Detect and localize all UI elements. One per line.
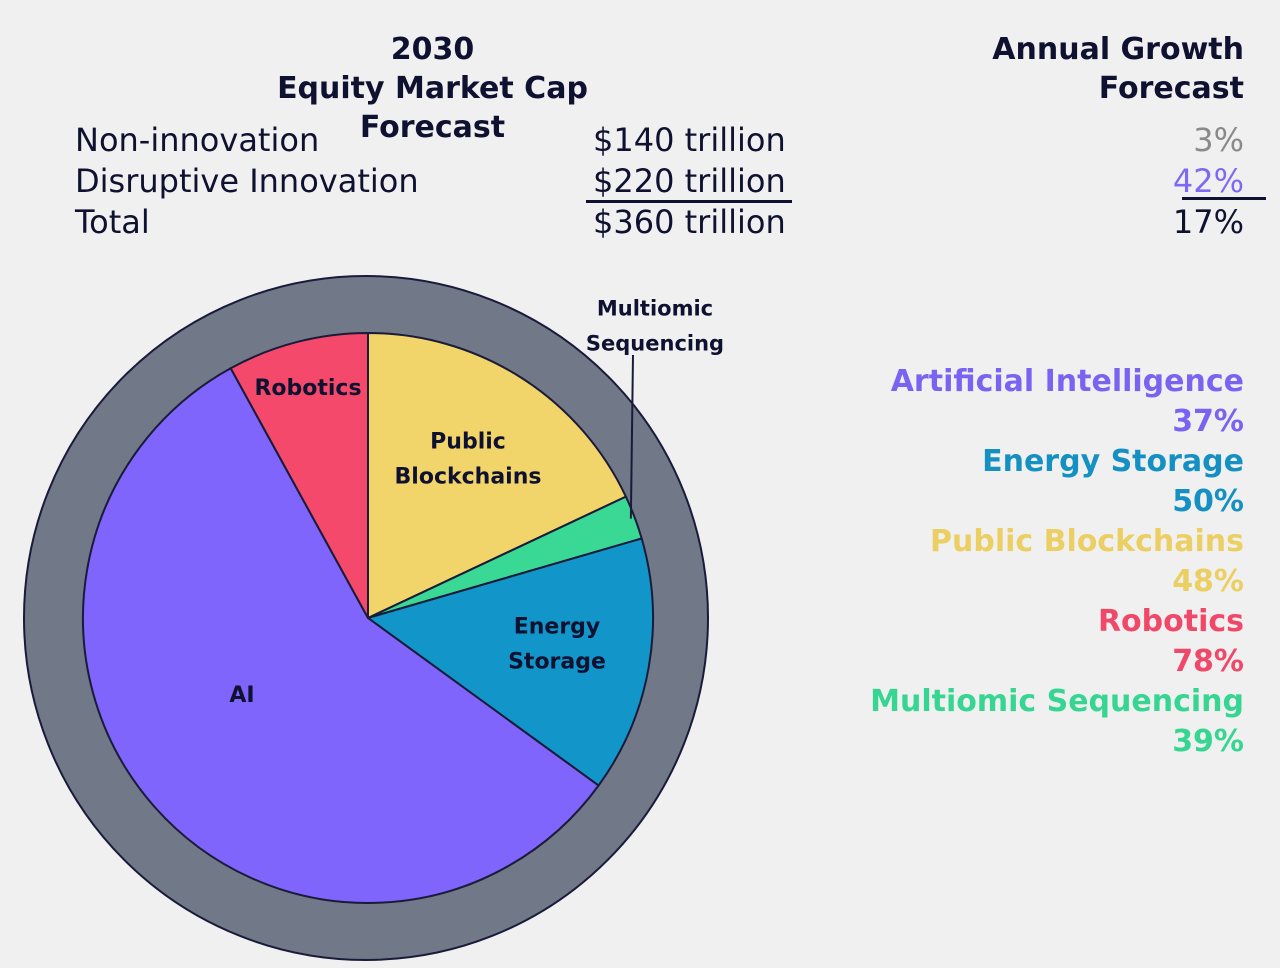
legend-item-ai: Artificial Intelligence 37% [840,362,1244,442]
pie-slice-ai [82,366,600,904]
row-growth-total: 17% [1172,203,1244,241]
legend-name: Public Blockchains [930,524,1244,559]
legend-name: Energy Storage [982,444,1244,479]
slice-label-robotics: Robotics [254,376,361,401]
slice-label-public-blockchains: Public Blockchains [395,430,542,490]
pie-chart: Public Blockchains Multiomic Sequencing Ener… [23,275,724,961]
slice-label-multiomic-sequencing: Multiomic Sequencing [586,297,724,356]
legend-growth: 50% [1172,484,1244,519]
row-value-non-innovation: $140 trillion [593,121,786,159]
growth-title-line2: Forecast [1098,71,1244,106]
growth-title-line1: Annual Growth [992,32,1244,67]
legend-item-energy-storage: Energy Storage 50% [840,442,1244,522]
slice-label-energy-storage: Energy Storage [508,615,606,675]
market-cap-title: 2030 Equity Market Cap Forecast [200,30,665,147]
row-label-total: Total [75,203,150,241]
row-value-disruptive: $220 trillion [593,162,786,200]
slice-label-ai: AI [229,683,254,708]
growth-title: Annual Growth Forecast [940,30,1244,108]
legend-growth: 39% [1172,724,1244,759]
legend-name: Multiomic Sequencing [870,684,1244,719]
legend-growth: 78% [1172,644,1244,679]
row-label-non-innovation: Non-innovation [75,121,320,159]
legend-growth: 48% [1172,564,1244,599]
row-label-disruptive: Disruptive Innovation [75,162,419,200]
row-growth-non-innovation: 3% [1193,121,1244,159]
market-cap-title-text: Equity Market Cap Forecast [277,71,588,145]
pie-slice-robotics [229,331,369,619]
legend-item-multiomic: Multiomic Sequencing 39% [840,682,1244,762]
row-value-total: $360 trillion [593,203,786,241]
legend-name: Robotics [1097,604,1244,639]
legend-item-public-blockchains: Public Blockchains 48% [840,522,1244,602]
sum-rule-value [586,200,792,203]
sum-rule-growth [1182,197,1266,200]
pie-slice-public-blockchains [367,331,628,620]
leader-line [629,354,634,519]
market-cap-title-year: 2030 [390,32,475,67]
legend: Artificial Intelligence 37% Energy Stora… [840,362,1244,762]
legend-name: Artificial Intelligence [890,364,1244,399]
row-growth-disruptive: 42% [1172,162,1244,200]
pie-slice-energy-storage [365,537,654,787]
legend-growth: 37% [1172,404,1244,439]
legend-item-robotics: Robotics 78% [840,602,1244,682]
